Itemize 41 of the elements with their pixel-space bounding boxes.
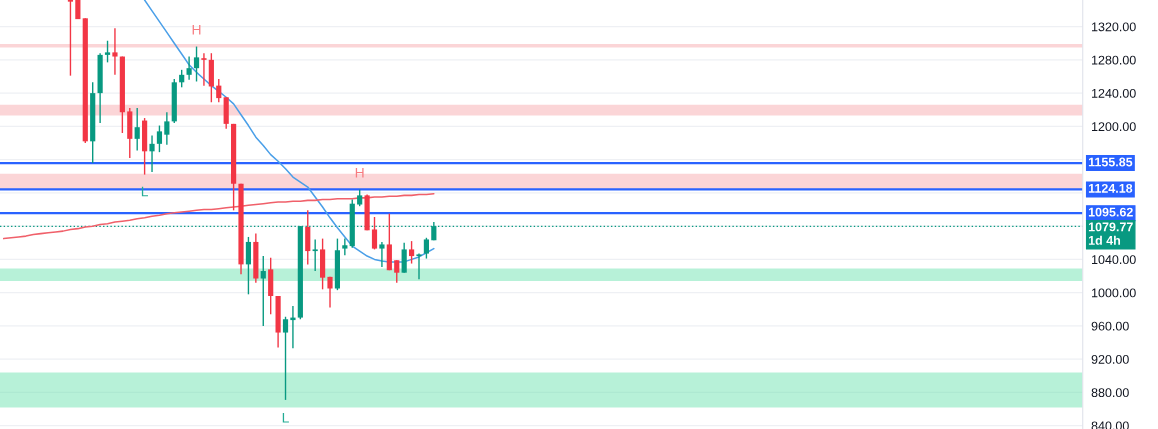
y-tick-label: 1200.00 bbox=[1092, 122, 1136, 132]
candlestick bbox=[290, 305, 296, 350]
candlestick bbox=[134, 107, 140, 152]
y-tick-label: 1280.00 bbox=[1092, 55, 1136, 65]
candlestick bbox=[423, 237, 430, 260]
candlestick bbox=[342, 237, 348, 256]
y-tick-label: 920.00 bbox=[1091, 354, 1129, 364]
candlestick bbox=[327, 276, 333, 309]
candlestick bbox=[186, 55, 192, 81]
y-tick-label: 1320.00 bbox=[1092, 22, 1136, 32]
y-tick-label: 1040.00 bbox=[1092, 255, 1136, 265]
candlestick bbox=[112, 27, 118, 76]
candlestick bbox=[216, 78, 222, 103]
candlestick bbox=[312, 238, 318, 272]
candlestick bbox=[282, 316, 289, 401]
candlestick bbox=[104, 40, 111, 64]
y-tick-label: 1000.00 bbox=[1092, 288, 1136, 298]
y-tick-label: 960.00 bbox=[1091, 321, 1129, 331]
candlestick bbox=[164, 111, 170, 146]
candlestick bbox=[201, 52, 207, 87]
ref-line-label: 1079.77 1d 4h bbox=[1088, 222, 1133, 245]
candlestick bbox=[394, 259, 400, 284]
candlestick bbox=[379, 241, 385, 268]
y-tick-label: 1240.00 bbox=[1092, 88, 1136, 98]
candlestick bbox=[408, 240, 415, 265]
candlestick bbox=[401, 242, 407, 274]
y-tick-label: 880.00 bbox=[1091, 388, 1129, 398]
ref-line-label: 1124.18 bbox=[1088, 183, 1133, 193]
candlestick bbox=[193, 45, 200, 83]
ref-line-label: 1095.62 bbox=[1088, 207, 1133, 217]
candlestick bbox=[371, 216, 378, 251]
annotation: H bbox=[192, 24, 201, 35]
ref-line-label: 1155.85 bbox=[1088, 157, 1133, 167]
candlestick bbox=[149, 134, 155, 173]
annotation: L bbox=[282, 412, 289, 423]
candlestick bbox=[156, 124, 163, 153]
annotation: H bbox=[355, 167, 364, 178]
candlestick bbox=[67, 0, 74, 77]
candlestick bbox=[260, 255, 266, 327]
candlestick bbox=[245, 236, 252, 296]
candlestick bbox=[416, 252, 422, 281]
